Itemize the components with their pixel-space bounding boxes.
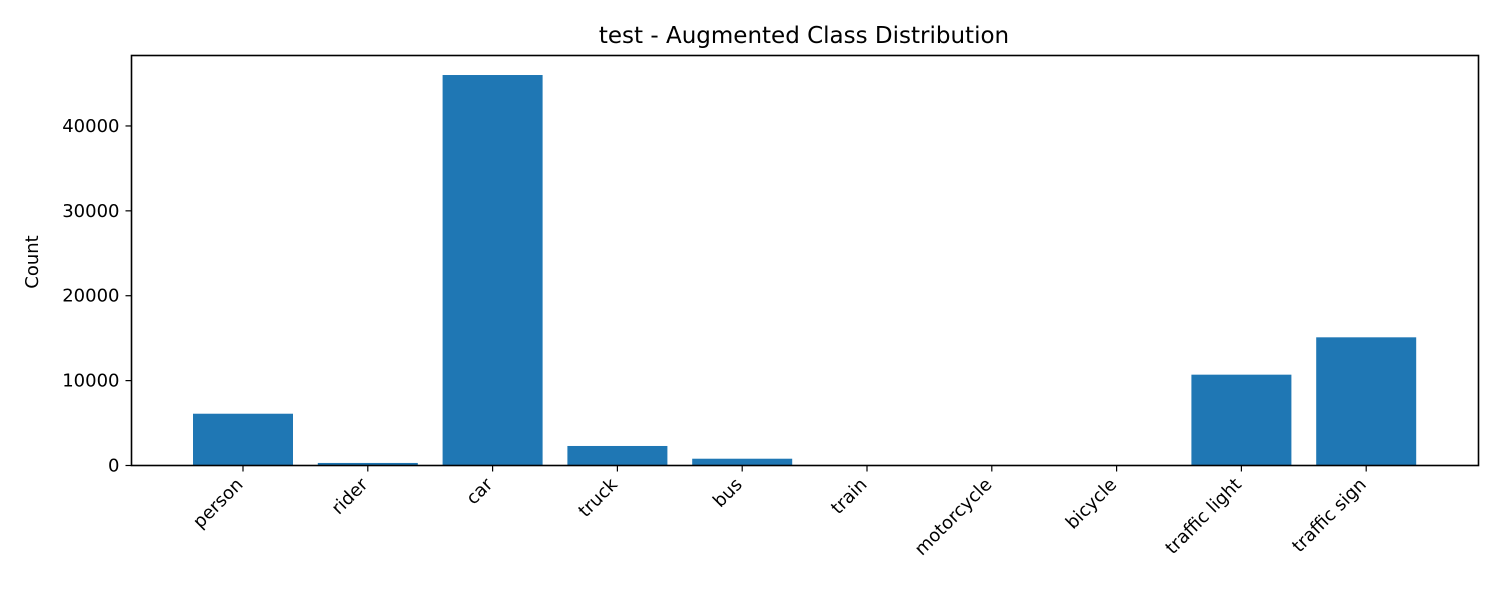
- x-tick-label: car: [462, 474, 497, 509]
- plot-frame: [130, 54, 1480, 467]
- ticks-layer: person rider car truck bus train motorcycle bic…: [62, 116, 1371, 560]
- x-tick-label: person: [189, 474, 247, 532]
- bars-layer: [193, 75, 1417, 466]
- x-tick-label: traffic sign: [1288, 474, 1371, 557]
- x-tick-label: rider: [328, 474, 373, 519]
- y-tick-label: 20000: [62, 286, 119, 307]
- x-tick-label: bus: [709, 474, 747, 512]
- x-tick-label: train: [827, 474, 871, 518]
- y-axis-label: Count: [22, 235, 43, 288]
- y-tick-label: 40000: [62, 116, 119, 137]
- x-tick-label: bicycle: [1062, 474, 1121, 533]
- bar-truck: [567, 445, 668, 466]
- bar-bus: [692, 458, 793, 466]
- x-tick-label: truck: [574, 474, 622, 522]
- chart-title: test - Augmented Class Distribution: [599, 23, 1009, 49]
- bar-traffic-light: [1191, 374, 1292, 466]
- bar-rider: [317, 462, 418, 466]
- x-tick-label: motorcycle: [911, 474, 997, 560]
- x-tick-label: traffic light: [1162, 474, 1246, 558]
- bar-person: [193, 413, 293, 466]
- y-tick-label: 0: [108, 456, 119, 477]
- y-tick-label: 30000: [62, 201, 119, 222]
- bar-traffic-sign: [1316, 337, 1417, 466]
- y-tick-label: 10000: [62, 371, 119, 392]
- bar-car: [442, 75, 543, 466]
